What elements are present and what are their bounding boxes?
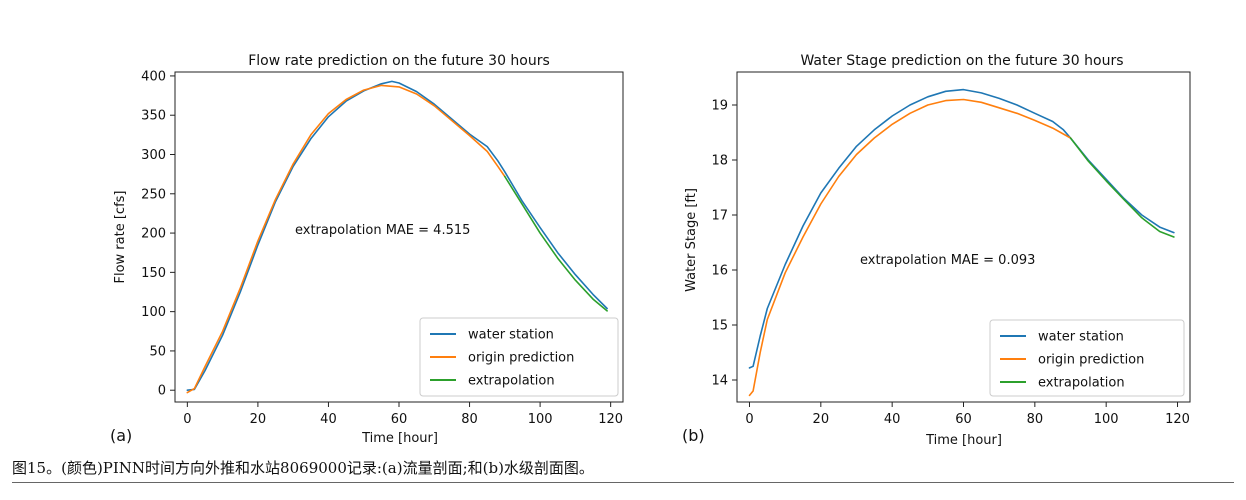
series-line-water-station	[748, 88, 1175, 369]
y-tick-label: 19	[711, 99, 728, 114]
series-lines	[748, 88, 1175, 397]
series-lines	[186, 80, 608, 394]
x-tick-label: 60	[391, 412, 408, 427]
chart-title: Flow rate prediction on the future 30 ho…	[248, 53, 550, 69]
legend-box	[419, 317, 619, 397]
y-tick-label: 150	[141, 266, 166, 281]
y-tick-label: 350	[141, 109, 166, 124]
y-tick-label: 16	[711, 264, 728, 279]
legend-label: water station	[468, 328, 554, 343]
y-tick-label: 0	[158, 384, 166, 399]
x-tick-label: 100	[528, 412, 553, 427]
series-line-extrapolation	[503, 175, 608, 312]
legend-label: extrapolation	[468, 374, 555, 389]
x-tick-label: 80	[1027, 412, 1044, 427]
y-tick-label: 100	[141, 305, 166, 320]
series-line-water-station	[186, 80, 608, 392]
x-tick-label: 40	[884, 412, 901, 427]
x-tick-label: 20	[813, 412, 830, 427]
chart-flow-rate: Flow rate prediction on the future 30 ho…	[110, 53, 624, 446]
x-tick-label: 120	[1165, 412, 1190, 427]
chart-title: Water Stage prediction on the future 30 …	[800, 53, 1123, 69]
x-tick-label: 40	[320, 412, 337, 427]
y-tick-label: 17	[711, 209, 728, 224]
x-tick-label: 60	[955, 412, 972, 427]
series-line-extrapolation	[1069, 137, 1175, 238]
y-tick-label: 200	[141, 227, 166, 242]
y-tick-label: 250	[141, 187, 166, 202]
x-ticks: 0 20 40 60 80 100 120	[183, 402, 623, 427]
legend-label: extrapolation	[1038, 376, 1125, 391]
y-tick-label: 50	[149, 344, 166, 359]
panel-label: (b)	[682, 426, 705, 445]
legend: water station origin prediction extrapolat…	[419, 317, 619, 397]
figure-caption: 图15。(颜色)PINN时间方向外推和水站8069000记录:(a)流量剖面;和…	[12, 457, 1234, 483]
y-ticks: 14 15 16 17 18 19	[711, 99, 737, 389]
x-tick-label: 0	[183, 412, 191, 427]
legend-label: water station	[1038, 330, 1124, 345]
x-tick-label: 120	[598, 412, 623, 427]
x-axis-label: Time [hour]	[925, 433, 1002, 448]
x-tick-label: 100	[1094, 412, 1119, 427]
legend-box	[989, 319, 1185, 397]
x-axis-label: Time [hour]	[361, 431, 438, 446]
mae-annotation: extrapolation MAE = 4.515	[295, 223, 470, 238]
y-axis-label: Water Stage [ft]	[684, 188, 699, 292]
legend-label: origin prediction	[1038, 353, 1144, 368]
y-tick-label: 18	[711, 154, 728, 169]
y-ticks: 0 50 100 150 200 250 300 350 400	[141, 69, 175, 399]
panel-label: (a)	[110, 426, 132, 445]
series-line-origin-prediction	[186, 84, 506, 394]
x-ticks: 0 20 40 60 80 100 120	[745, 402, 1190, 427]
x-tick-label: 80	[461, 412, 478, 427]
figure: Flow rate prediction on the future 30 ho…	[110, 53, 1191, 448]
series-line-origin-prediction	[748, 98, 1072, 397]
legend-label: origin prediction	[468, 351, 574, 366]
x-tick-label: 0	[745, 412, 753, 427]
y-tick-label: 300	[141, 148, 166, 163]
x-tick-label: 20	[250, 412, 267, 427]
y-tick-label: 14	[711, 374, 728, 389]
legend: water station origin prediction extrapolat…	[989, 319, 1185, 397]
y-tick-label: 15	[711, 319, 728, 334]
chart-water-stage: Water Stage prediction on the future 30 …	[682, 53, 1191, 448]
mae-annotation: extrapolation MAE = 0.093	[860, 253, 1035, 268]
y-tick-label: 400	[141, 69, 166, 84]
y-axis-label: Flow rate [cfs]	[113, 191, 128, 284]
